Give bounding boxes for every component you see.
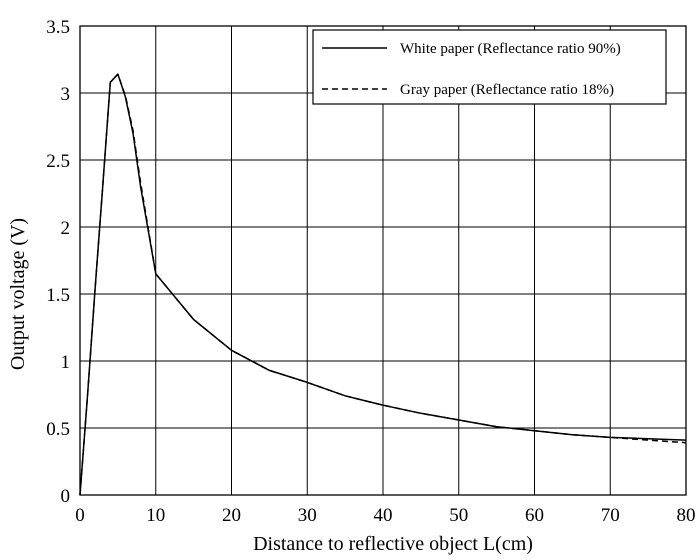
y-tick-label: 0	[61, 486, 71, 507]
x-tick-label: 50	[449, 505, 468, 526]
series-line-white-paper	[79, 73, 687, 496]
x-tick-label: 10	[146, 505, 165, 526]
x-tick-label: 30	[298, 505, 317, 526]
y-tick-label: 1.5	[46, 285, 70, 306]
y-tick-label: 0.5	[46, 419, 70, 440]
plot-frame	[79, 25, 687, 496]
legend-box	[312, 29, 667, 105]
x-tick-label: 70	[601, 505, 620, 526]
x-tick-label: 20	[222, 505, 241, 526]
x-tick-label: 60	[525, 505, 544, 526]
legend-label-white-paper: White paper (Reflectance ratio 90%)	[400, 41, 621, 57]
legend: White paper (Reflectance ratio 90%) Gray…	[312, 29, 667, 105]
y-axis-title: Output voltage (V)	[7, 218, 29, 370]
series-lines	[79, 73, 687, 496]
x-tick-label: 40	[374, 505, 393, 526]
y-tick-label: 1	[61, 352, 71, 373]
tick-labels: 0 10 20 30 40 50 60 70 80 0 0.5 1 1.5 2 2.5 3 3.5	[46, 17, 695, 526]
x-tick-label: 80	[677, 505, 696, 526]
y-tick-label: 3	[61, 84, 71, 105]
y-tick-label: 3.5	[46, 17, 70, 38]
x-axis-title: Distance to reflective object L(cm)	[253, 533, 533, 555]
y-tick-label: 2	[61, 218, 71, 239]
legend-label-gray-paper: Gray paper (Reflectance ratio 18%)	[400, 82, 614, 98]
x-tick-label: 0	[75, 505, 85, 526]
y-tick-label: 2.5	[46, 151, 70, 172]
